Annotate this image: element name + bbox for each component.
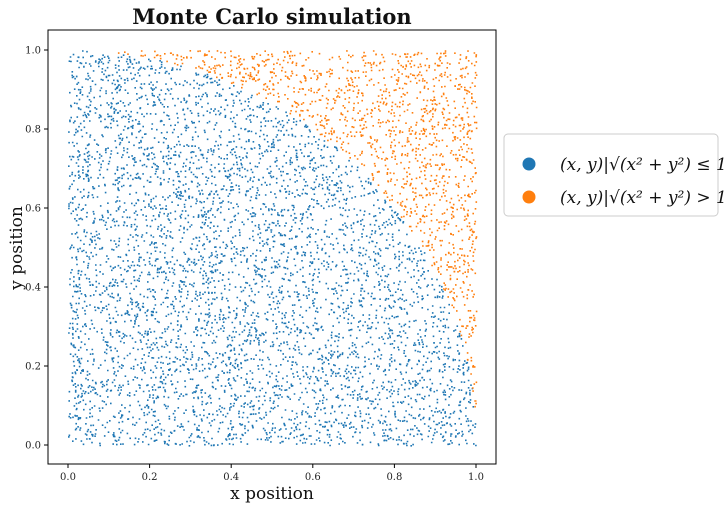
legend-marker-outside: [522, 190, 536, 204]
x-tick-label: 0.4: [223, 472, 239, 483]
y-tick-label: 0.4: [25, 283, 41, 294]
x-tick-label: 0.0: [60, 472, 76, 483]
plot-area: [47, 29, 497, 465]
legend-marker-inside: [522, 157, 536, 171]
y-tick-label: 0.8: [25, 125, 41, 136]
y-tick-label: 0.0: [25, 441, 41, 452]
y-tick-label: 0.2: [25, 362, 41, 373]
plot-frame: [47, 29, 497, 465]
legend-label-inside: (x, y)|√(x² + y²) ≤ 1: [560, 155, 724, 175]
y-axis-ticks: 0.0 0.2 0.4 0.6 0.8 1.0: [25, 46, 48, 452]
y-tick-label: 1.0: [25, 46, 41, 57]
legend: (x, y)|√(x² + y²) ≤ 1 (x, y)|√(x² + y²) …: [503, 133, 724, 217]
chart-title: Monte Carlo simulation: [132, 4, 411, 29]
x-tick-label: 0.6: [305, 472, 321, 483]
legend-box: [503, 133, 719, 217]
x-axis-label: x position: [230, 484, 314, 504]
y-tick-label: 0.6: [25, 204, 41, 215]
x-tick-label: 0.8: [386, 472, 402, 483]
y-axis-label: y position: [7, 206, 27, 291]
x-tick-label: 1.0: [468, 472, 484, 483]
x-tick-label: 0.2: [142, 472, 158, 483]
x-axis-ticks: 0.0 0.2 0.4 0.6 0.8 1.0: [60, 464, 484, 483]
legend-label-outside: (x, y)|√(x² + y²) > 1: [560, 188, 724, 208]
